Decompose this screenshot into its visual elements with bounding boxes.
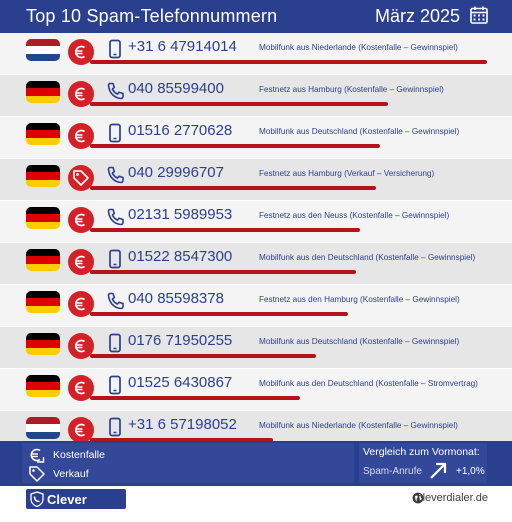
- phone-number[interactable]: +31 6 47914014: [128, 38, 237, 55]
- euro-icon: [68, 333, 94, 359]
- legend-label: Kostenfalle: [53, 449, 105, 461]
- header: Top 10 Spam-Telefonnummern März 2025: [0, 0, 512, 33]
- euro-icon: [68, 249, 94, 275]
- mobile-phone-icon: [106, 375, 124, 395]
- list-item: 01516 2770628 Mobilfunk aus Deutschland (…: [0, 117, 512, 159]
- clever-dialer-logo[interactable]: Clever Dialer: [26, 489, 126, 522]
- volume-bar: [90, 312, 348, 316]
- price-tag-icon: [68, 165, 94, 191]
- website-link[interactable]: cleverdialer.de: [417, 492, 488, 504]
- germany-flag-icon: [26, 123, 60, 145]
- footer-legend: Kostenfalle Verkauf Vergleich zum Vormon…: [0, 441, 512, 486]
- number-description: Festnetz aus den Hamburg (Kostenfalle – …: [259, 295, 460, 304]
- phone-number[interactable]: 02131 5989953: [128, 206, 233, 223]
- volume-bar: [90, 186, 376, 190]
- germany-flag-icon: [26, 81, 60, 103]
- euro-icon: [68, 417, 94, 443]
- comparison-title: Vergleich zum Vormonat:: [363, 446, 480, 458]
- volume-bar: [90, 438, 273, 442]
- phone-number[interactable]: 040 29996707: [128, 164, 224, 181]
- volume-bar: [90, 102, 388, 106]
- euro-icon: [30, 448, 45, 463]
- mobile-phone-icon: [106, 39, 124, 59]
- list-item: 0176 71950255 Mobilfunk aus Deutschland (…: [0, 327, 512, 369]
- euro-icon: [68, 375, 94, 401]
- germany-flag-icon: [26, 165, 60, 187]
- mobile-phone-icon: [106, 123, 124, 143]
- trend-up-arrow-icon: [430, 462, 447, 479]
- brand-phone-shield-icon: [30, 491, 44, 507]
- euro-icon: [68, 81, 94, 107]
- brand-name: Clever Dialer: [47, 492, 87, 522]
- list-item: 040 85599400 Festnetz aus Hamburg (Kosten…: [0, 75, 512, 117]
- list-item: 01522 8547300 Mobilfunk aus den Deutschla…: [0, 243, 512, 285]
- landline-phone-icon: [106, 207, 124, 227]
- netherlands-flag-icon: [26, 417, 60, 439]
- euro-icon: [68, 123, 94, 149]
- landline-phone-icon: [106, 291, 124, 311]
- germany-flag-icon: [26, 291, 60, 313]
- volume-bar: [90, 396, 300, 400]
- phone-number[interactable]: 0176 71950255: [128, 332, 233, 349]
- price-tag-icon: [29, 466, 45, 482]
- legend-item-verkauf: Verkauf: [28, 465, 228, 483]
- number-description: Mobilfunk aus den Deutschland (Kostenfal…: [259, 379, 478, 388]
- mobile-phone-icon: [106, 249, 124, 269]
- landline-phone-icon: [106, 165, 124, 185]
- volume-bar: [90, 60, 487, 64]
- volume-bar: [90, 354, 316, 358]
- page-title: Top 10 Spam-Telefonnummern: [26, 6, 278, 26]
- volume-bar: [90, 228, 360, 232]
- globe-icon: [412, 492, 424, 504]
- volume-bar: [90, 144, 380, 148]
- euro-icon: [68, 39, 94, 65]
- phone-number[interactable]: 040 85598378: [128, 290, 224, 307]
- phone-number[interactable]: 040 85599400: [128, 80, 224, 97]
- number-description: Mobilfunk aus Niederlande (Kostenfalle –…: [259, 43, 458, 52]
- spam-number-list: +31 6 47914014 Mobilfunk aus Niederlande …: [0, 33, 512, 453]
- list-item: +31 6 47914014 Mobilfunk aus Niederlande …: [0, 33, 512, 75]
- euro-icon: [68, 207, 94, 233]
- comparison-box: Vergleich zum Vormonat: Spam-Anrufe +1,0…: [359, 443, 487, 483]
- germany-flag-icon: [26, 375, 60, 397]
- mobile-phone-icon: [106, 333, 124, 353]
- number-description: Mobilfunk aus Deutschland (Kostenfalle –…: [259, 337, 460, 346]
- list-item: 040 29996707 Festnetz aus Hamburg (Verkau…: [0, 159, 512, 201]
- phone-number[interactable]: 01516 2770628: [128, 122, 233, 139]
- phone-number[interactable]: 01525 6430867: [128, 374, 233, 391]
- bottom-bar: Clever Dialer cleverdialer.de: [0, 486, 512, 522]
- date-label: März 2025: [374, 6, 460, 26]
- netherlands-flag-icon: [26, 39, 60, 61]
- mobile-phone-icon: [106, 417, 124, 437]
- phone-number[interactable]: +31 6 57198052: [128, 416, 237, 433]
- number-description: Festnetz aus Hamburg (Verkauf – Versiche…: [259, 169, 435, 178]
- legend: Kostenfalle Verkauf: [22, 443, 354, 483]
- list-item: 040 85598378 Festnetz aus den Hamburg (Ko…: [0, 285, 512, 327]
- number-description: Mobilfunk aus den Deutschland (Kostenfal…: [259, 253, 476, 262]
- legend-label: Verkauf: [53, 468, 89, 480]
- number-description: Mobilfunk aus Niederlande (Kostenfalle –…: [259, 421, 458, 430]
- germany-flag-icon: [26, 249, 60, 271]
- list-item: 02131 5989953 Festnetz aus den Neuss (Kos…: [0, 201, 512, 243]
- number-description: Festnetz aus den Neuss (Kostenfalle – Ge…: [259, 211, 450, 220]
- calendar-icon: [470, 6, 488, 24]
- comparison-label: Spam-Anrufe: [363, 466, 422, 477]
- euro-icon: [68, 291, 94, 317]
- number-description: Festnetz aus Hamburg (Kostenfalle – Gewi…: [259, 85, 444, 94]
- legend-item-kostenfalle: Kostenfalle: [28, 446, 228, 464]
- volume-bar: [90, 270, 356, 274]
- list-item: 01525 6430867 Mobilfunk aus den Deutschla…: [0, 369, 512, 411]
- germany-flag-icon: [26, 207, 60, 229]
- comparison-value: +1,0%: [456, 466, 485, 477]
- number-description: Mobilfunk aus Deutschland (Kostenfalle –…: [259, 127, 460, 136]
- landline-phone-icon: [106, 81, 124, 101]
- germany-flag-icon: [26, 333, 60, 355]
- phone-number[interactable]: 01522 8547300: [128, 248, 233, 265]
